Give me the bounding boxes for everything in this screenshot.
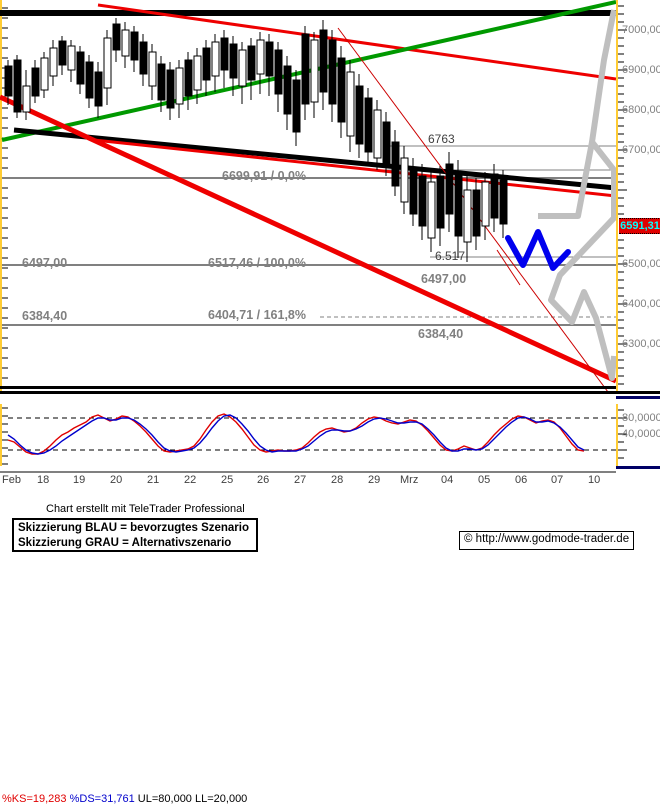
- ds-series-line: [7, 414, 585, 455]
- indicator-frame-bottom-right: [616, 466, 660, 469]
- horizontal-level-lines: [2, 145, 616, 326]
- upper-limit-label: UL=80,000: [137, 793, 192, 805]
- date-tick-26: 26: [257, 474, 270, 486]
- scenario-grey-line: Skizzierung GRAU = Alternativszenario: [18, 537, 232, 549]
- ds-value-label: %DS=31,761: [69, 793, 135, 805]
- date-tick-21: 21: [147, 474, 160, 486]
- last-price-badge: 6591,31: [619, 218, 660, 234]
- low-label-6517: 6.517: [435, 249, 465, 263]
- date-tick-feb: Feb: [2, 474, 21, 486]
- level-label-6497-left: 6497,00: [22, 256, 67, 270]
- price-tick-7000: 7000,00: [622, 24, 660, 36]
- date-tick-07: 07: [551, 474, 564, 486]
- date-tick-20: 20: [110, 474, 123, 486]
- blue-preferred-scenario: [505, 229, 571, 271]
- price-tick-6300: 6300,00: [622, 338, 660, 350]
- candlestick-series: [4, 18, 508, 262]
- date-tick-28: 28: [331, 474, 344, 486]
- stochastic-svg: [0, 404, 616, 466]
- date-tick-04: 04: [441, 474, 454, 486]
- stochastic-panel: %KS=19,283 %DS=31,761 UL=80,000 LL=20,00…: [0, 396, 660, 805]
- price-plot-area[interactable]: 6763 6699,91 / 0,0% 6517,46 / 100,0% 640…: [0, 0, 616, 392]
- indicator-frame-top-right: [616, 396, 660, 399]
- date-axis[interactable]: Feb 18 19 20 21 22 25 26 27 28 29 Mrz 04…: [0, 471, 616, 491]
- date-tick-25: 25: [221, 474, 234, 486]
- fib-label-1618: 6404,71 / 161,8%: [208, 308, 306, 322]
- date-tick-29: 29: [368, 474, 381, 486]
- lower-limit-label: LL=20,000: [195, 793, 248, 805]
- date-tick-27: 27: [294, 474, 307, 486]
- date-tick-mrz: Mrz: [400, 474, 419, 486]
- price-tick-6700: 6700,00: [622, 144, 660, 156]
- date-tick-18: 18: [37, 474, 50, 486]
- grey-scenario-part2: [589, 9, 616, 143]
- date-tick-22: 22: [184, 474, 197, 486]
- chart-credit: Chart erstellt mit TeleTrader Profession…: [46, 503, 245, 515]
- stochastic-header: %KS=19,283 %DS=31,761 UL=80,000 LL=20,00…: [2, 793, 247, 805]
- price-tick-6500: 6500,00: [622, 258, 660, 270]
- date-tick-19: 19: [73, 474, 86, 486]
- price-tick-6900: 6900,00: [622, 64, 660, 76]
- downtrend-red-steep: [0, 94, 616, 384]
- downtrend-red-parallel: [93, 138, 616, 198]
- stoch-tick-40: 40,0000: [622, 428, 660, 440]
- level-label-6497-right: 6497,00: [421, 272, 466, 286]
- price-axis[interactable]: 7000,00 6900,00 6800,00 6700,00 6500,00 …: [616, 0, 660, 392]
- scenario-blue-line: Skizzierung BLAU = bevorzugtes Szenario: [18, 522, 250, 534]
- left-tick-marks: [2, 7, 8, 389]
- ks-value-label: %KS=19,283: [2, 793, 67, 805]
- date-tick-05: 05: [478, 474, 491, 486]
- price-chart-svg: 6763 6699,91 / 0,0% 6517,46 / 100,0% 640…: [0, 0, 616, 392]
- panel-separator-top: [0, 386, 616, 389]
- downtrend-red-thin-2: [496, 249, 521, 286]
- level-label-6384-right: 6384,40: [418, 327, 463, 341]
- date-tick-10: 10: [588, 474, 601, 486]
- stochastic-axis[interactable]: 80,0000 40,0000: [616, 404, 660, 466]
- price-chart-panel: 6763 6699,91 / 0,0% 6517,46 / 100,0% 640…: [0, 0, 660, 392]
- panel-separator-main: [0, 391, 660, 394]
- stochastic-plot-area[interactable]: [0, 404, 616, 466]
- level-label-6384-left: 6384,40: [22, 309, 67, 323]
- level-label-6763: 6763: [428, 132, 455, 146]
- grey-alternative-scenario: [538, 139, 616, 381]
- price-tick-6400: 6400,00: [622, 298, 660, 310]
- date-axis-rule: [0, 471, 616, 473]
- downtrend-red-upper: [97, 3, 616, 81]
- scenario-legend-box: Skizzierung BLAU = bevorzugtes Szenario …: [12, 518, 258, 552]
- price-tick-6800: 6800,00: [622, 104, 660, 116]
- copyright-url-box[interactable]: © http://www.godmode-trader.de: [459, 531, 635, 550]
- fib-label-100: 6517,46 / 100,0%: [208, 256, 306, 270]
- price-axis-ticks: [618, 0, 627, 392]
- stoch-tick-80: 80,0000: [622, 412, 660, 424]
- downtrend-black-main: [13, 127, 616, 191]
- date-tick-06: 06: [515, 474, 528, 486]
- fib-label-0: 6699,91 / 0,0%: [222, 169, 306, 183]
